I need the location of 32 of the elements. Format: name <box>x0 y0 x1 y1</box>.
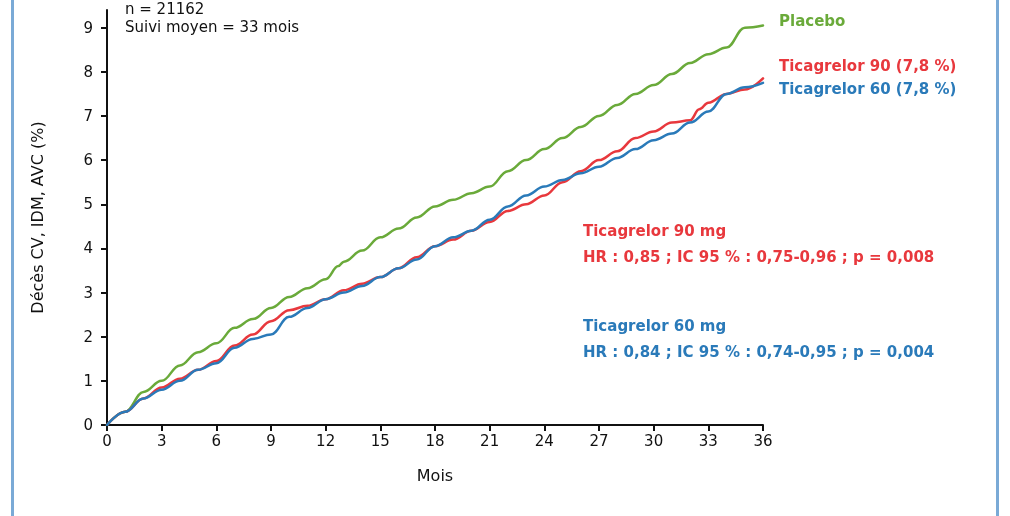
annotation: Ticagrelor 60 mg HR : 0,84 ; IC 95 % : 0,74-0,95 ; p = 0,004 <box>583 317 935 361</box>
x-tick-label: 33 <box>698 431 718 450</box>
y-tick-label: 9 <box>83 18 93 37</box>
series-label: Ticagrelor 60 (7,8 %) <box>779 79 957 98</box>
x-tick-label: 21 <box>480 431 500 450</box>
y-tick-label: 2 <box>83 327 93 346</box>
y-tick-label: 1 <box>83 371 93 390</box>
y-tick-label: 0 <box>83 416 93 434</box>
y-tick-label: 5 <box>83 195 93 214</box>
x-tick-label: 24 <box>534 431 554 450</box>
x-axis-title: Mois <box>416 465 454 485</box>
x-tick-label: 15 <box>370 431 390 450</box>
series-label: Ticagrelor 90 (7,8 %) <box>779 57 957 76</box>
y-tick-label: 4 <box>83 239 93 258</box>
x-tick-label: 0 <box>102 431 112 450</box>
y-tick-label: 6 <box>83 151 93 170</box>
y-axis-title: Décès CV, IDM, AVC (%) <box>27 121 47 314</box>
annotation: Suivi moyen = 33 mois <box>125 18 300 36</box>
y-tick-label: 8 <box>83 62 93 81</box>
annotation: Ticagrelor 90 mg HR : 0,85 ; IC 95 % : 0,75-0,96 ; p = 0,008 <box>583 222 935 266</box>
series-label: Placebo <box>779 12 846 31</box>
x-tick-label: 27 <box>589 431 609 450</box>
x-tick-label: 30 <box>644 431 664 450</box>
annotation: n = 21162 <box>125 0 205 18</box>
x-tick-label: 3 <box>156 431 167 450</box>
y-tick-label: 7 <box>83 106 93 125</box>
x-tick-label: 18 <box>425 431 445 450</box>
x-tick-label: 9 <box>266 431 276 450</box>
y-tick-label: 3 <box>83 283 93 302</box>
x-tick-label: 36 <box>753 431 773 450</box>
x-tick-label: 6 <box>211 431 222 450</box>
x-tick-label: 12 <box>316 431 336 450</box>
